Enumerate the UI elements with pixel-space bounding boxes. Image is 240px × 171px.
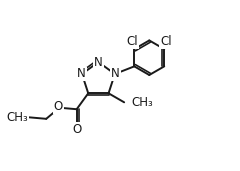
Text: O: O <box>72 123 81 136</box>
Text: CH₃: CH₃ <box>132 96 154 109</box>
Text: N: N <box>111 68 120 81</box>
Text: N: N <box>94 56 103 69</box>
Text: CH₃: CH₃ <box>6 111 28 124</box>
Text: O: O <box>54 100 63 113</box>
Text: N: N <box>77 68 86 81</box>
Text: Cl: Cl <box>126 35 138 48</box>
Text: Cl: Cl <box>160 35 172 48</box>
